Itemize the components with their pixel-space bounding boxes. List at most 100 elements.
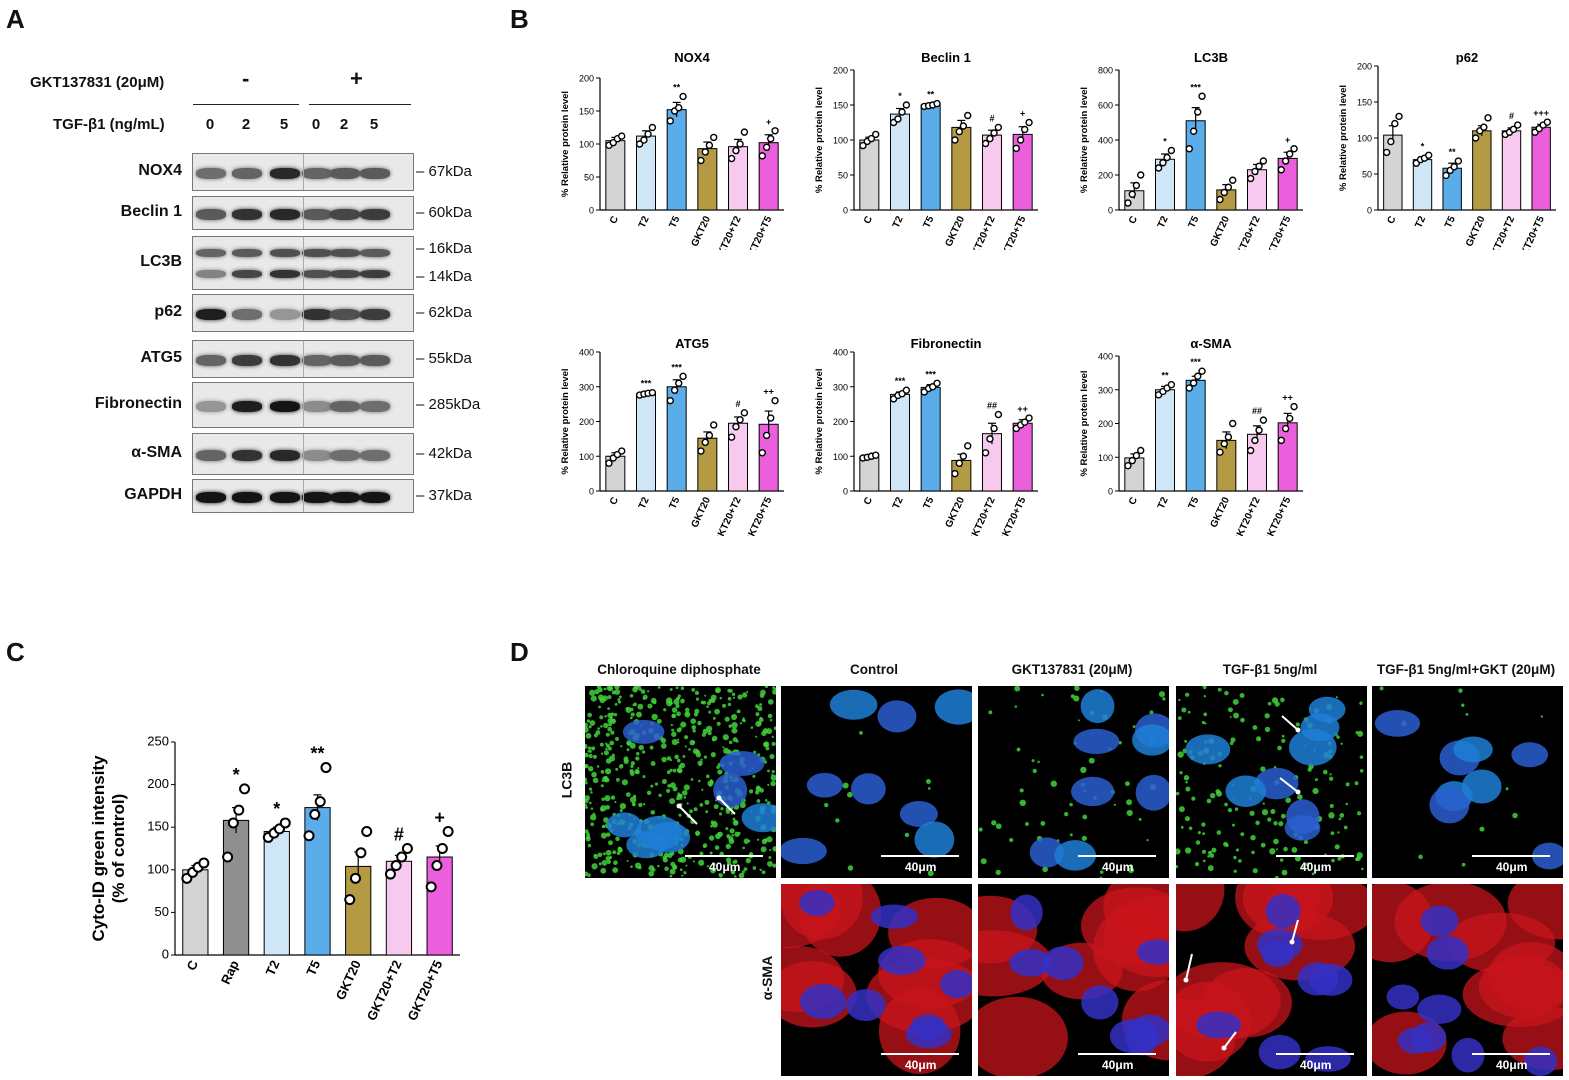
significance-label: * <box>233 765 240 785</box>
y-tick-label: 400 <box>1098 352 1113 362</box>
scale-bar <box>1078 855 1156 857</box>
y-tick-label: 100 <box>1357 134 1372 144</box>
x-tick-label: T2 <box>1156 214 1171 230</box>
data-point <box>981 449 990 457</box>
x-tick-label: GKT20 <box>943 214 967 248</box>
x-tick-label: GKT20 <box>943 495 967 529</box>
x-tick-label: GKT20+T2 <box>713 495 744 536</box>
y-tick-label: 0 <box>1108 206 1113 216</box>
x-tick-label: C <box>608 215 621 226</box>
tgf-dose-0: 0 <box>205 116 215 133</box>
y-tick-label: 50 <box>155 904 169 919</box>
bar-1 <box>1412 159 1433 211</box>
data-point <box>670 386 679 394</box>
significance-label: ++ <box>1017 404 1028 414</box>
scale-bar-label: 40μm <box>905 860 937 874</box>
data-point <box>1424 151 1433 159</box>
data-point <box>436 843 448 854</box>
scale-bar-label: 40μm <box>1102 860 1134 874</box>
y-tick-label: 50 <box>838 171 848 181</box>
blot-band <box>232 449 262 461</box>
data-point <box>1255 162 1263 170</box>
micrograph <box>781 884 972 1076</box>
y-tick-label: 0 <box>162 947 169 962</box>
protein-label-5: Fibronectin <box>94 395 182 412</box>
x-tick-label: GKT20+T5 <box>1516 214 1547 250</box>
y-tick-label: 0 <box>1108 487 1113 497</box>
data-point <box>1194 372 1202 380</box>
significance-label: *** <box>1190 82 1201 92</box>
blot-band <box>270 167 300 179</box>
data-point <box>1382 148 1391 157</box>
blot-band <box>270 249 300 258</box>
data-point <box>1224 433 1233 441</box>
blot-band <box>302 354 332 366</box>
data-point <box>951 469 959 478</box>
chart-title: p62 <box>1456 50 1478 65</box>
data-point <box>1387 137 1395 146</box>
y-tick-label: 200 <box>579 417 594 427</box>
treatment-plus: + <box>350 66 363 91</box>
x-tick-label: T2 <box>1413 214 1428 230</box>
data-point <box>355 847 367 859</box>
scale-bar <box>685 855 763 857</box>
protein-label-0: NOX4 <box>138 162 182 179</box>
data-point <box>390 860 402 872</box>
blot-band <box>270 400 300 412</box>
micrograph <box>1176 686 1367 878</box>
bar-3 <box>1472 130 1492 211</box>
data-point <box>955 459 963 467</box>
data-point <box>902 101 911 109</box>
bar-1 <box>635 393 657 492</box>
significance-label: +++ <box>1533 108 1549 118</box>
x-tick-label: T2 <box>891 214 906 230</box>
blot-strip-7 <box>192 479 414 513</box>
blot-band <box>270 354 300 366</box>
significance-label: ++ <box>1282 393 1293 403</box>
data-point <box>727 154 736 163</box>
y-tick-label: 100 <box>1098 453 1113 463</box>
data-point <box>994 410 1003 419</box>
x-tick-label: T5 <box>1186 495 1201 511</box>
blot-band <box>360 449 390 461</box>
kda-marker: – 55kDa <box>416 350 472 367</box>
blot-band <box>196 400 226 412</box>
micrograph <box>978 884 1169 1076</box>
data-point <box>872 130 880 139</box>
x-tick-label: GKT20+T2 <box>1486 214 1517 250</box>
data-point <box>1450 163 1458 171</box>
x-tick-label: C <box>184 957 202 972</box>
data-point <box>1454 157 1463 165</box>
kda-marker: – 16kDa <box>416 240 472 257</box>
data-point <box>767 414 775 422</box>
data-point <box>959 452 968 460</box>
x-tick-label: T5 <box>667 495 682 511</box>
x-tick-label: GKT20 <box>689 214 713 248</box>
y-tick-label: 0 <box>589 487 594 497</box>
blot-band <box>232 354 262 366</box>
x-tick-label: T5 <box>921 495 936 511</box>
blot-band <box>360 400 390 412</box>
bar-2 <box>666 109 687 211</box>
significance-label: *** <box>895 376 906 386</box>
blot-band <box>360 354 390 366</box>
y-tick-label: 200 <box>1357 62 1372 72</box>
blot-band <box>360 269 390 278</box>
blot-strip-4 <box>192 340 414 378</box>
y-tick-label: 50 <box>1362 170 1372 180</box>
bar-5 <box>1277 422 1298 492</box>
blot-band <box>232 167 262 179</box>
data-point <box>872 451 880 459</box>
data-point <box>1259 157 1268 165</box>
y-tick-label: 300 <box>1098 385 1113 395</box>
data-point <box>239 783 251 795</box>
blot-strip-1 <box>192 196 414 230</box>
panel-label-a: A <box>6 4 25 34</box>
data-point <box>1220 188 1228 197</box>
x-tick-label: Rap <box>218 958 242 987</box>
micro-column-title-0: Chloroquine diphosphate <box>597 662 761 677</box>
blot-band <box>232 208 262 220</box>
bar-2 <box>263 830 290 956</box>
chart-title: ATG5 <box>675 336 709 351</box>
panel-label-d: D <box>510 637 529 667</box>
